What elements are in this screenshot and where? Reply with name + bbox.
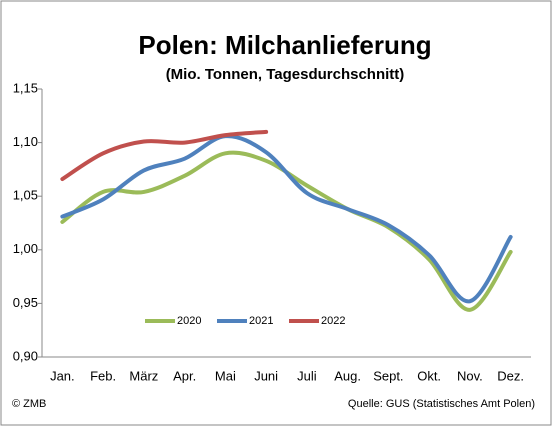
x-tick-label: Feb. xyxy=(90,368,116,383)
x-tick-label: Jan. xyxy=(50,368,75,383)
copyright: © ZMB xyxy=(12,398,46,410)
legend-label: 2022 xyxy=(321,315,345,327)
x-tick-label: Juni xyxy=(254,368,278,383)
y-tick-label: 1,05 xyxy=(13,188,38,203)
x-tick-label: Dez. xyxy=(497,368,524,383)
chart-subtitle: (Mio. Tonnen, Tagesdurchschnitt) xyxy=(166,66,405,83)
x-tick-label: Nov. xyxy=(457,368,483,383)
legend-label: 2021 xyxy=(249,315,273,327)
x-tick-label: Mai xyxy=(215,368,236,383)
series-line xyxy=(60,129,269,182)
y-tick-label: 1,00 xyxy=(13,241,38,256)
legend-label: 2020 xyxy=(177,315,201,327)
x-tick-label: Okt. xyxy=(417,368,441,383)
x-tick-label: Juli xyxy=(297,368,317,383)
x-tick-label: Aug. xyxy=(334,368,361,383)
x-tick-label: März xyxy=(129,368,158,383)
x-tick-label: Sept. xyxy=(373,368,403,383)
y-tick-label: 1,10 xyxy=(13,134,38,149)
chart-title: Polen: Milchanlieferung xyxy=(138,30,431,60)
y-tick-label: 0,90 xyxy=(13,348,38,363)
x-tick-label: Apr. xyxy=(173,368,196,383)
series-line xyxy=(60,134,513,304)
y-tick-label: 0,95 xyxy=(13,295,38,310)
source: Quelle: GUS (Statistisches Amt Polen) xyxy=(348,398,535,410)
y-tick-label: 1,15 xyxy=(13,80,38,95)
